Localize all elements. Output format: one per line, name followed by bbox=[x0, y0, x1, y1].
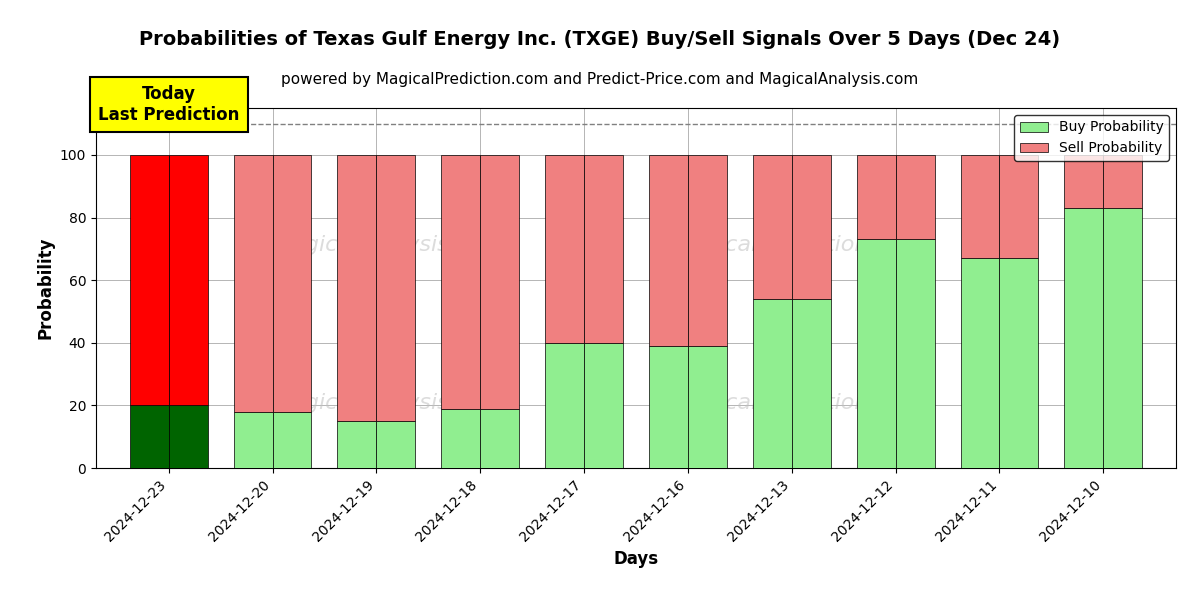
Bar bbox=[130, 155, 169, 406]
Bar bbox=[857, 155, 895, 239]
Bar bbox=[895, 155, 935, 239]
Text: MagicalAnalysis.com: MagicalAnalysis.com bbox=[272, 393, 503, 413]
Bar bbox=[792, 155, 830, 299]
Bar bbox=[792, 299, 830, 468]
Bar bbox=[1064, 208, 1103, 468]
Bar bbox=[649, 155, 688, 346]
Bar bbox=[169, 406, 208, 468]
Bar bbox=[1103, 208, 1142, 468]
Bar bbox=[337, 421, 377, 468]
Bar bbox=[960, 258, 1000, 468]
Bar bbox=[1064, 155, 1103, 208]
Text: Today
Last Prediction: Today Last Prediction bbox=[98, 85, 239, 124]
Bar bbox=[130, 406, 169, 468]
Bar bbox=[169, 155, 208, 406]
Bar bbox=[480, 409, 520, 468]
Bar bbox=[442, 155, 480, 409]
Bar bbox=[545, 155, 584, 343]
Bar bbox=[688, 155, 727, 346]
Text: MagicalPrediction.com: MagicalPrediction.com bbox=[672, 393, 924, 413]
Bar bbox=[649, 346, 688, 468]
Bar bbox=[688, 346, 727, 468]
Legend: Buy Probability, Sell Probability: Buy Probability, Sell Probability bbox=[1014, 115, 1169, 161]
Bar bbox=[584, 155, 623, 343]
Bar bbox=[272, 155, 312, 412]
Text: MagicalAnalysis.com: MagicalAnalysis.com bbox=[272, 235, 503, 255]
Bar bbox=[752, 155, 792, 299]
Bar bbox=[442, 409, 480, 468]
X-axis label: Days: Days bbox=[613, 550, 659, 568]
Bar bbox=[377, 155, 415, 421]
Text: MagicalPrediction.com: MagicalPrediction.com bbox=[672, 235, 924, 255]
Bar bbox=[272, 412, 312, 468]
Text: powered by MagicalPrediction.com and Predict-Price.com and MagicalAnalysis.com: powered by MagicalPrediction.com and Pre… bbox=[281, 72, 919, 87]
Bar bbox=[752, 299, 792, 468]
Bar bbox=[895, 239, 935, 468]
Bar bbox=[337, 155, 377, 421]
Bar bbox=[960, 155, 1000, 258]
Bar bbox=[234, 412, 272, 468]
Bar bbox=[857, 239, 895, 468]
Bar bbox=[1103, 155, 1142, 208]
Bar bbox=[584, 343, 623, 468]
Bar bbox=[480, 155, 520, 409]
Bar bbox=[1000, 155, 1038, 258]
Y-axis label: Probability: Probability bbox=[36, 237, 54, 339]
Bar bbox=[234, 155, 272, 412]
Text: Probabilities of Texas Gulf Energy Inc. (TXGE) Buy/Sell Signals Over 5 Days (Dec: Probabilities of Texas Gulf Energy Inc. … bbox=[139, 30, 1061, 49]
Bar bbox=[545, 343, 584, 468]
Bar bbox=[1000, 258, 1038, 468]
Bar bbox=[377, 421, 415, 468]
